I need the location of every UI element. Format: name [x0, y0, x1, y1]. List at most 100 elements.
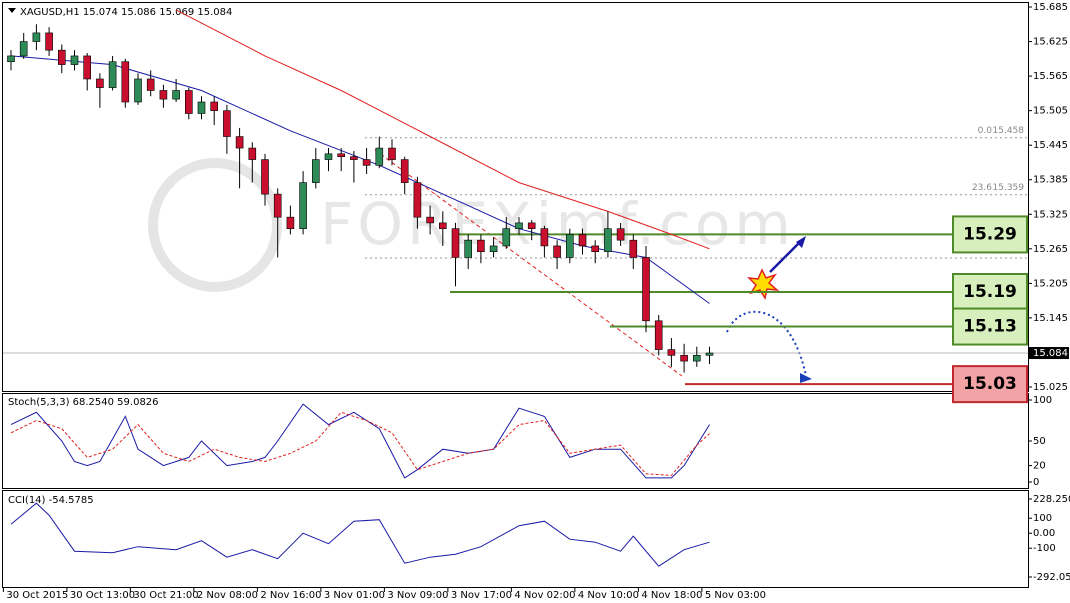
candle-body [235, 136, 244, 149]
candle-body [591, 245, 600, 252]
fib-price: 15.359 [993, 183, 1025, 193]
candle-body [210, 101, 218, 111]
candle-body [83, 55, 91, 80]
candle-body [451, 228, 460, 258]
trend-channel [374, 149, 683, 377]
candle-body [96, 78, 104, 88]
candle-body [70, 55, 79, 65]
indicator-line [10, 55, 710, 304]
y-tick-label: 15.205 [1033, 278, 1068, 289]
watermark-logo [148, 158, 282, 292]
stoch-header: Stoch(5,3,3) 68.2540 59.0826 [8, 397, 159, 408]
candle-body [515, 222, 523, 229]
candle-body [565, 234, 574, 258]
y-tick-label: 15.565 [1033, 71, 1068, 82]
candle-body [324, 153, 333, 160]
candle-body [642, 257, 650, 322]
candle-body [426, 216, 434, 224]
candle-body [299, 182, 307, 229]
indicator-line [10, 403, 710, 479]
current-price-label: 15.084 [1033, 348, 1068, 359]
candle-body [502, 228, 511, 247]
candle-body [311, 159, 320, 183]
breakout-arrowhead [796, 236, 806, 248]
candle-body [680, 355, 688, 362]
candle-body [375, 147, 384, 166]
x-tick-label: 4 Nov 18:00 [641, 590, 702, 601]
candle-body [350, 156, 358, 160]
symbol-header: XAGUSD,H1 15.074 15.086 15.069 15.084 [20, 7, 232, 18]
y-tick-label: 100 [1033, 395, 1052, 406]
candle-body [527, 222, 536, 229]
cci-panel [2, 490, 1029, 588]
candle-body [108, 61, 117, 88]
y-tick-label: 100 [1033, 513, 1052, 524]
x-tick-label: 30 Oct 21:00 [133, 590, 198, 601]
candle-body [146, 78, 155, 91]
candle-body [57, 49, 66, 65]
candle-body [616, 228, 625, 241]
scenario-arrowhead [800, 373, 812, 383]
candle-body [197, 101, 206, 114]
y-tick-label: 15.625 [1033, 37, 1068, 48]
y-tick-label: -292.0585 [1033, 572, 1070, 583]
level-label: 15.19 [963, 282, 1017, 302]
level-box [952, 215, 1028, 254]
indicator-line [10, 411, 710, 476]
cci-header: CCI(14) -54.5785 [8, 495, 94, 506]
x-tick-label: 5 Nov 03:00 [705, 590, 766, 601]
level-label: 15.29 [963, 224, 1017, 244]
candle-body [159, 90, 168, 100]
y-tick-label: 0.00 [1033, 528, 1055, 539]
fib-price: 15.458 [993, 126, 1025, 136]
fib-ratio: 23.6 [972, 183, 992, 193]
candle-body [134, 78, 142, 103]
candle-body [705, 352, 714, 356]
candle-body [553, 245, 561, 258]
fib-ratio: 0.0 [978, 126, 993, 136]
y-tick-label: -100 [1033, 543, 1056, 554]
candle-body [32, 32, 41, 42]
candle-body [337, 153, 346, 157]
indicator-line [175, 9, 710, 250]
candle-body [121, 61, 130, 103]
candle-body [273, 193, 282, 218]
x-tick-label: 30 Oct 13:00 [70, 590, 135, 601]
candle-body [438, 222, 447, 229]
candle-body [248, 147, 257, 160]
candle-body [286, 216, 295, 229]
level-box [952, 273, 1028, 311]
indicator-line [10, 502, 710, 567]
breakout-arrow [769, 241, 801, 273]
candle-body [578, 234, 587, 247]
y-tick-label: 15.445 [1033, 140, 1068, 151]
x-tick-label: 2 Nov 16:00 [260, 590, 321, 601]
level-label: 15.13 [963, 317, 1017, 337]
candle-body [604, 228, 612, 252]
candle-body [540, 228, 549, 247]
candle-body [19, 41, 28, 57]
y-tick-label: 0 [1033, 477, 1039, 488]
x-tick-label: 3 Nov 09:00 [387, 590, 448, 601]
x-tick-label: 3 Nov 17:00 [451, 590, 512, 601]
y-tick-label: 15.265 [1033, 244, 1068, 255]
y-tick-label: 15.325 [1033, 209, 1068, 220]
candle-body [413, 182, 422, 218]
candle-body [223, 110, 231, 137]
candle-body [654, 320, 663, 350]
candle-body [261, 159, 269, 195]
x-tick-label: 4 Nov 10:00 [578, 590, 639, 601]
menu-arrow [8, 8, 16, 13]
current-price-box [1029, 347, 1069, 360]
y-tick-label: 15.505 [1033, 106, 1068, 117]
candle-body [464, 239, 473, 258]
y-tick-label: 15.025 [1033, 382, 1068, 393]
candle-body [185, 90, 193, 114]
candle-body [477, 239, 485, 252]
level-box [952, 365, 1028, 404]
level-label: 15.03 [963, 374, 1017, 394]
candle-body [489, 245, 498, 252]
candle-body [692, 355, 701, 362]
x-tick-label: 4 Nov 02:00 [514, 590, 575, 601]
